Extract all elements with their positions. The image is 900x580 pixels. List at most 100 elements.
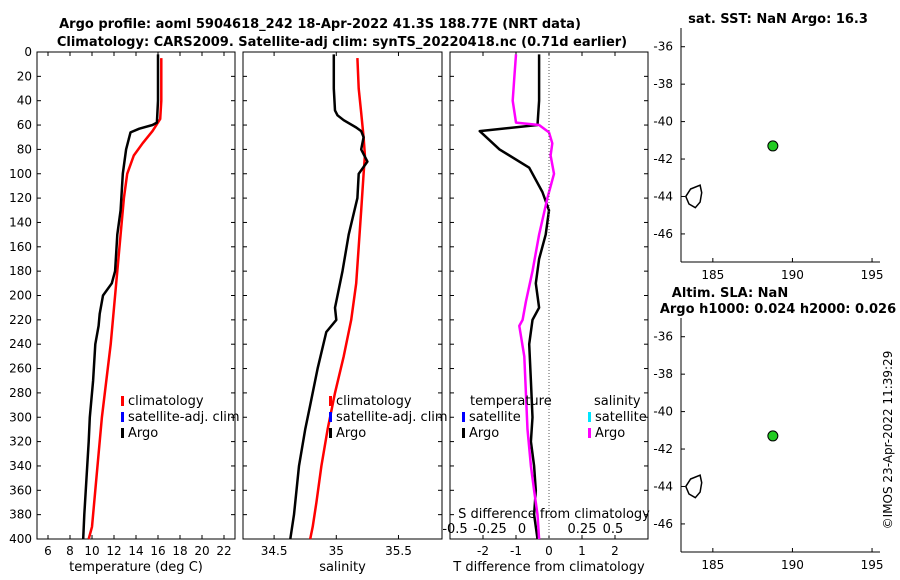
sla_map-ytick-label: -44 [653, 479, 673, 493]
sst-map-title: sat. SST: NaN Argo: 16.3 [688, 12, 868, 27]
temperature-panel: 6 8 10 12 14 16 18 20 22020406080100120140160180… [9, 45, 240, 575]
salinity-xtick-label: 35.5 [385, 544, 412, 558]
salinity-panel: 34.5 35 35.5 salinity climatologysatellite-a… [242, 51, 448, 575]
difference-series-t-argo [478, 54, 551, 540]
salinity-xtick-label: 35 [329, 544, 344, 558]
imos-credit: ©IMOS 23-Apr-2022 11:39:29 [881, 351, 895, 530]
salinity-legend-swatch [329, 428, 332, 438]
salinity-series-argo [289, 54, 369, 540]
salinity-legend-label: Argo [336, 426, 366, 441]
sla_map-ytick-label: -36 [653, 330, 673, 344]
temperature-ytick-label: 340 [9, 459, 32, 473]
difference-temperature-legend-swatch [462, 412, 465, 422]
sst_map-ytick-label: -40 [653, 115, 673, 129]
temperature-xlabel: temperature (deg C) [69, 560, 203, 575]
temperature-ytick-label: 220 [9, 313, 32, 327]
temperature-ytick-label: 120 [9, 191, 32, 205]
sla-map-title-line2: Argo h1000: 0.024 h2000: 0.026 [660, 302, 896, 317]
temperature-ytick-label: 40 [17, 94, 32, 108]
temperature-ytick-label: 160 [9, 240, 32, 254]
temperature-ytick-label: 400 [9, 532, 32, 546]
difference-top-xtick-label: 0 [518, 522, 526, 537]
temperature-ytick-label: 380 [9, 508, 32, 522]
difference-top-xtick-label: -0.25 [473, 522, 507, 537]
temperature-legend-label: climatology [128, 394, 204, 409]
difference-legend-temperature-title: temperature [470, 394, 552, 409]
salinity-legend-swatch [329, 396, 332, 406]
difference-xtick-label: 2 [611, 544, 619, 558]
temperature-ytick-label: 360 [9, 483, 32, 497]
sla_map-xtick-label: 195 [861, 558, 884, 572]
temperature-series-argo [81, 54, 160, 540]
temperature-axes-frame [36, 51, 236, 540]
salinity-axes-frame [242, 51, 443, 540]
sst_map-ytick-label: -46 [653, 227, 673, 241]
figure-title-line2: Climatology: CARS2009. Satellite-adj cli… [57, 35, 627, 50]
sst_map-ytick-label: -36 [653, 40, 673, 54]
difference-xlabel: T difference from climatology [452, 560, 645, 575]
temperature-xtick-label: 6 [44, 544, 52, 558]
temperature-xtick-label: 18 [172, 544, 187, 558]
temperature-ytick-label: 20 [17, 69, 32, 83]
sla_map-xtick-label: 185 [701, 558, 724, 572]
salinity-series-climatology [308, 58, 367, 540]
sst_map-xtick-label: 185 [701, 268, 724, 282]
temperature-ytick-label: 100 [9, 167, 32, 181]
temperature-ytick-label: 0 [24, 45, 32, 59]
sst_map-ytick-label: -42 [653, 152, 673, 166]
difference-xtick-label: 1 [578, 544, 586, 558]
salinity-legend-label: climatology [336, 394, 412, 409]
sla-map-panel: -36 -38 -40 -42 -44 -46 185 190 195 [653, 318, 883, 572]
figure-title-line1: Argo profile: aoml 5904618_242 18-Apr-20… [59, 17, 581, 32]
difference-xtick-label: -1 [510, 544, 522, 558]
sla_map-ytick-label: -40 [653, 405, 673, 419]
temperature-ytick-label: 80 [17, 142, 32, 156]
temperature-legend-label: Argo [128, 426, 158, 441]
temperature-legend-swatch [121, 412, 124, 422]
sla_map-ytick-label: -42 [653, 442, 673, 456]
temperature-legend-label: satellite-adj. clim [128, 410, 240, 425]
sst_map-xtick-label: 190 [781, 268, 804, 282]
temperature-ytick-label: 300 [9, 410, 32, 424]
temperature-ytick-label: 260 [9, 362, 32, 376]
difference-top-xtick-label: 0.25 [568, 522, 597, 537]
salinity-xtick-label: 34.5 [261, 544, 288, 558]
temperature-ytick-label: 240 [9, 337, 32, 351]
difference-series-s-argo [511, 54, 556, 540]
difference-top-xtick-label: -0.5 [442, 522, 467, 537]
temperature-ytick-label: 280 [9, 386, 32, 400]
difference-xtick-label: 0 [545, 544, 553, 558]
sst_map-argo-location-marker [767, 140, 779, 152]
temperature-legend-swatch [121, 428, 124, 438]
temperature-xtick-label: 12 [106, 544, 121, 558]
difference-salinity-legend-label: Argo [595, 426, 625, 441]
temperature-xtick-label: 16 [150, 544, 165, 558]
sla_map-ytick-label: -46 [653, 517, 673, 531]
temperature-ytick-label: 200 [9, 289, 32, 303]
difference-panel: -2 -1 0 1 2 T difference from climatology S di… [442, 51, 650, 575]
temperature-ytick-label: 60 [17, 118, 32, 132]
salinity-xlabel: salinity [319, 560, 366, 575]
sla_map-coastline [684, 474, 703, 499]
sst_map-ytick-label: -44 [653, 189, 673, 203]
difference-top-xlabel: S difference from climatology [458, 507, 650, 522]
temperature-legend-swatch [121, 396, 124, 406]
difference-temperature-legend-label: satellite [469, 410, 521, 425]
salinity-legend-swatch [329, 412, 332, 422]
temperature-xtick-label: 14 [128, 544, 143, 558]
temperature-xtick-label: 22 [216, 544, 231, 558]
temperature-xtick-label: 8 [66, 544, 74, 558]
difference-xtick-label: -2 [477, 544, 489, 558]
temperature-ytick-label: 140 [9, 215, 32, 229]
sst_map-xtick-label: 195 [861, 268, 884, 282]
sla_map-ytick-label: -38 [653, 367, 673, 381]
difference-temperature-legend-swatch [462, 428, 465, 438]
difference-salinity-legend-swatch [588, 412, 591, 422]
temperature-series-climatology [87, 58, 163, 540]
difference-salinity-legend-label: satellite [595, 410, 647, 425]
sla-map-title-line1: Altim. SLA: NaN [672, 286, 788, 301]
difference-top-xtick-label: 0.5 [603, 522, 624, 537]
sla_map-argo-location-marker [767, 430, 779, 442]
difference-salinity-legend-swatch [588, 428, 591, 438]
